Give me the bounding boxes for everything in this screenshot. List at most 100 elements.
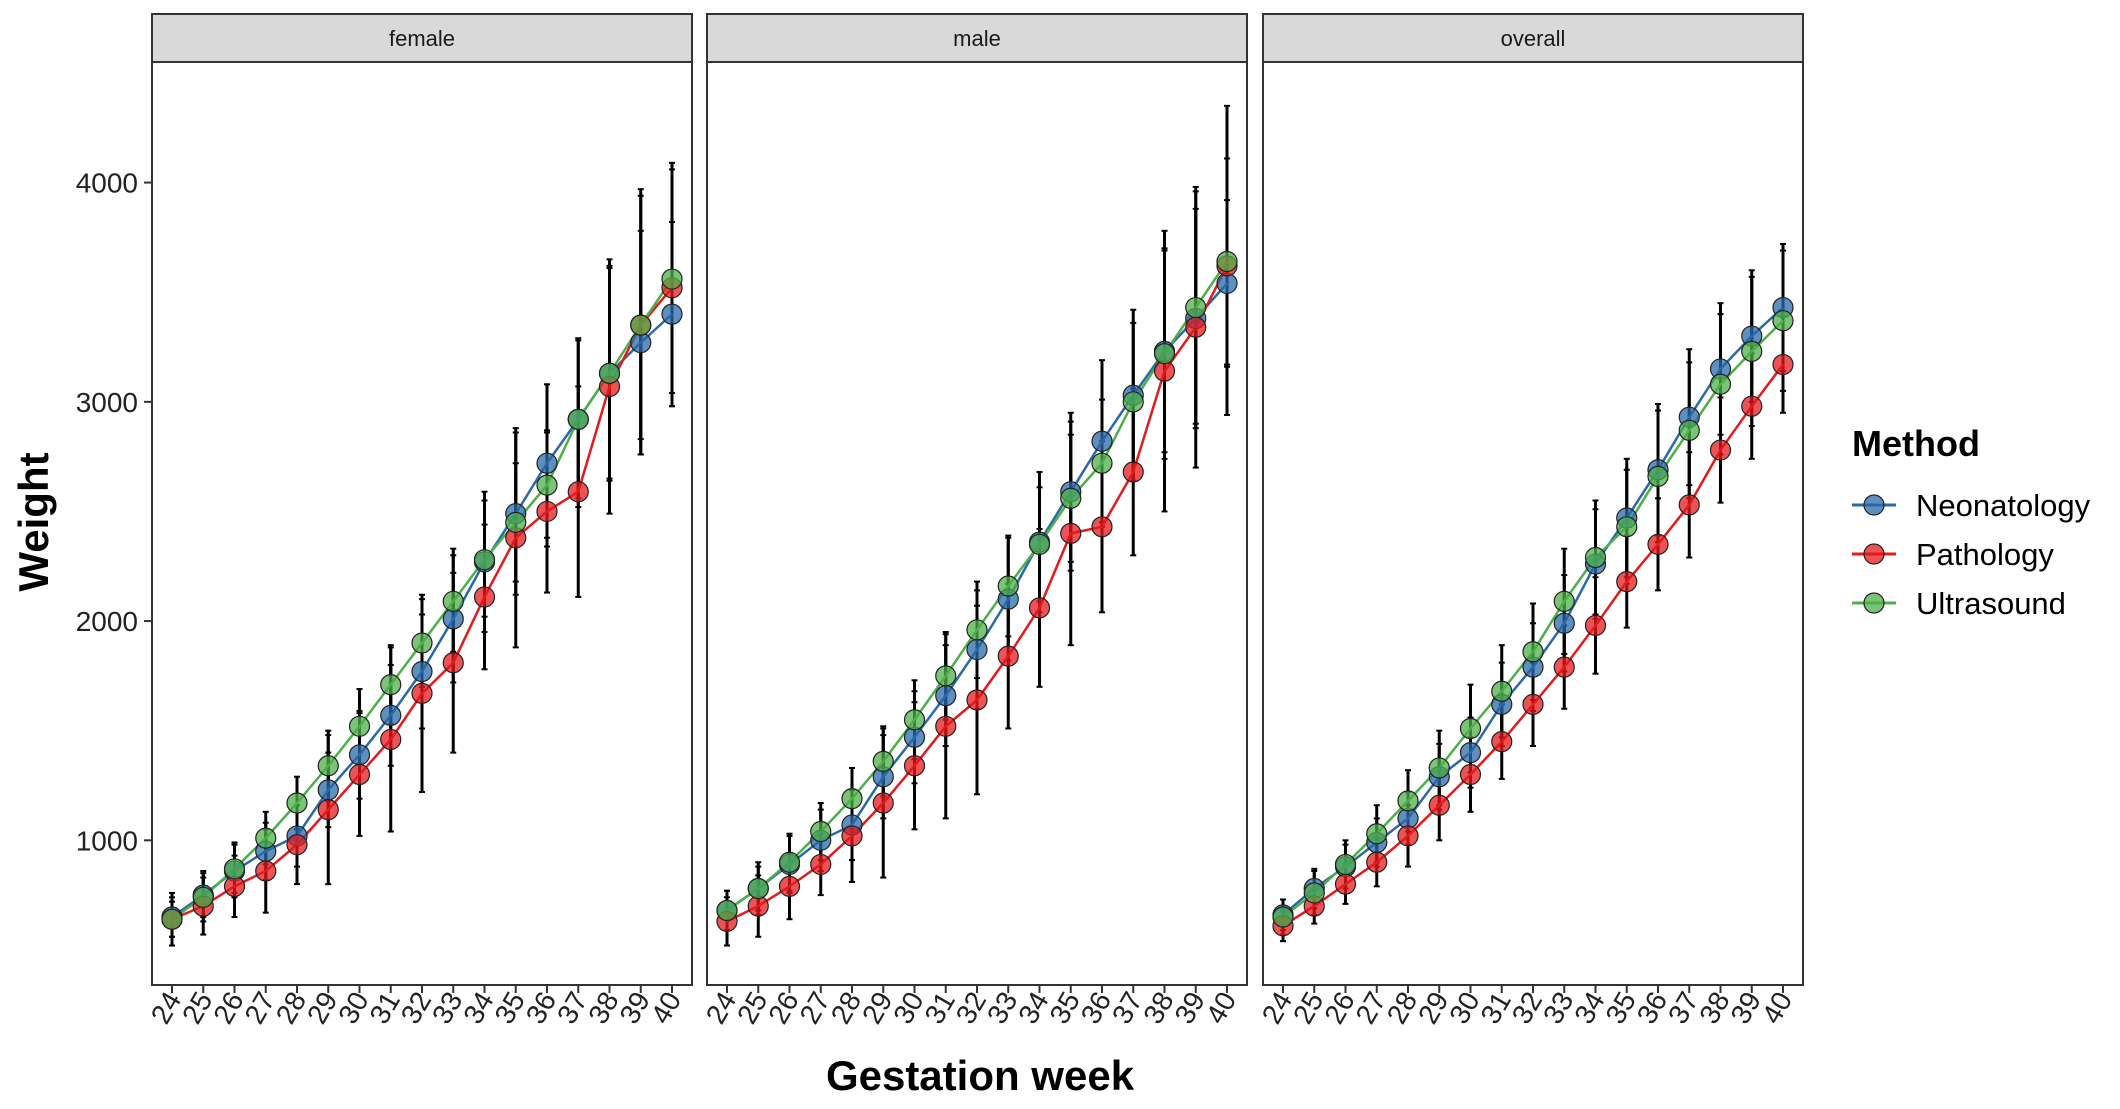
data-point-neonatology [348, 744, 371, 766]
data-point-pathology [1366, 851, 1388, 873]
data-point-ultrasound [872, 750, 894, 772]
data-point-ultrasound [1678, 419, 1700, 441]
data-point-pathology [1397, 825, 1419, 847]
data-point-pathology [841, 825, 863, 847]
y-tick-label: 1000 [76, 825, 138, 856]
data-point-ultrasound [255, 827, 277, 849]
data-point-ultrasound [841, 788, 863, 810]
data-point-ultrasound [1741, 340, 1763, 362]
data-point-ultrasound [997, 575, 1019, 597]
data-point-pathology [317, 799, 339, 821]
data-point-ultrasound [1397, 790, 1419, 812]
data-point-ultrasound [903, 709, 926, 731]
panels-layer: female2425262728293031323334353637383940… [145, 13, 1804, 1029]
data-point-pathology [935, 715, 957, 737]
data-point-ultrasound [348, 715, 371, 737]
data-point-ultrasound [1616, 516, 1638, 538]
data-point-neonatology [1459, 742, 1482, 764]
data-point-ultrasound [1303, 882, 1325, 904]
facet-strip-label: male [953, 26, 1001, 51]
data-point-pathology [1491, 731, 1513, 753]
legend-item-label: Ultrasound [1916, 586, 2066, 621]
data-point-pathology [567, 481, 589, 503]
data-point-pathology [810, 853, 832, 876]
data-point-neonatology [1553, 612, 1575, 634]
data-point-pathology [1060, 522, 1082, 544]
data-point-ultrasound [1334, 853, 1357, 876]
data-point-ultrasound [1459, 717, 1482, 740]
data-point-pathology [1584, 614, 1607, 637]
data-point-ultrasound [473, 549, 496, 571]
data-point-pathology [1334, 873, 1357, 895]
data-point-ultrasound [1153, 342, 1176, 365]
x-tick-label: 40 [645, 987, 687, 1029]
data-point-ultrasound [966, 619, 988, 641]
data-point-ultrasound [630, 314, 652, 336]
data-point-pathology [903, 755, 926, 777]
data-point-ultrasound [223, 858, 246, 880]
facet-strip-label: overall [1501, 26, 1566, 51]
data-point-pathology [536, 500, 558, 523]
data-point-ultrasound [411, 632, 433, 654]
data-point-neonatology [1091, 430, 1113, 452]
facet-strip [151, 13, 693, 63]
legend-item-label: Pathology [1916, 537, 2054, 572]
data-point-neonatology [661, 303, 683, 325]
x-tick-label: 40 [1200, 987, 1242, 1029]
data-point-ultrasound [442, 590, 464, 612]
data-point-ultrasound [1491, 680, 1513, 702]
data-point-ultrasound [661, 268, 683, 290]
y-tick-label: 4000 [76, 168, 138, 199]
data-point-pathology [380, 728, 402, 751]
data-point-ultrasound [716, 899, 738, 922]
x-tick-label: 40 [1756, 987, 1798, 1029]
data-point-pathology [1772, 353, 1794, 376]
data-point-pathology [966, 689, 988, 711]
data-point-pathology [1428, 794, 1450, 816]
panel-overall: overall242526272829303132333435363738394… [1256, 13, 1804, 1029]
data-point-ultrasound [1028, 533, 1051, 555]
data-point-ultrasound [778, 851, 801, 873]
facet-strip-label: female [389, 26, 455, 51]
data-point-ultrasound [1553, 590, 1575, 612]
data-point-neonatology [966, 638, 988, 661]
x-axis-title: Gestation week [826, 1052, 1135, 1099]
data-point-pathology [1709, 439, 1732, 461]
data-point-ultrasound [598, 362, 621, 384]
data-point-ultrasound [1091, 452, 1113, 474]
facet-strip [1262, 13, 1804, 63]
data-point-pathology [473, 586, 496, 608]
panel-plot-area [1262, 61, 1804, 986]
data-point-ultrasound [935, 665, 957, 687]
data-point-ultrasound [505, 511, 527, 534]
data-point-pathology [1678, 494, 1700, 516]
data-point-ultrasound [810, 820, 832, 843]
data-point-pathology [255, 860, 277, 882]
facet-strip [706, 13, 1248, 63]
data-point-neonatology [935, 685, 957, 707]
data-point-ultrasound [1272, 906, 1294, 928]
data-point-ultrasound [380, 674, 402, 696]
data-point-pathology [1185, 316, 1207, 338]
legend-title: Method [1852, 423, 1980, 464]
data-point-ultrasound [567, 408, 589, 430]
data-point-ultrasound [1772, 310, 1794, 332]
data-point-ultrasound [1647, 465, 1669, 487]
panel-plot-area [151, 61, 693, 986]
legend-key-point [1863, 494, 1885, 516]
data-point-pathology [1741, 395, 1763, 417]
data-point-ultrasound [536, 474, 558, 496]
data-point-pathology [286, 834, 308, 856]
data-point-ultrasound [1366, 823, 1388, 845]
panel-plot-area [706, 61, 1248, 986]
data-point-pathology [1616, 570, 1638, 593]
data-point-ultrasound [747, 877, 769, 900]
legend: Method Neonatology Pathology Ultrasound [1852, 423, 2091, 621]
data-point-pathology [1459, 763, 1482, 786]
data-point-ultrasound [1522, 641, 1544, 663]
data-point-pathology [1522, 693, 1544, 715]
y-tick-label: 2000 [76, 606, 138, 637]
data-point-pathology [1553, 656, 1575, 678]
